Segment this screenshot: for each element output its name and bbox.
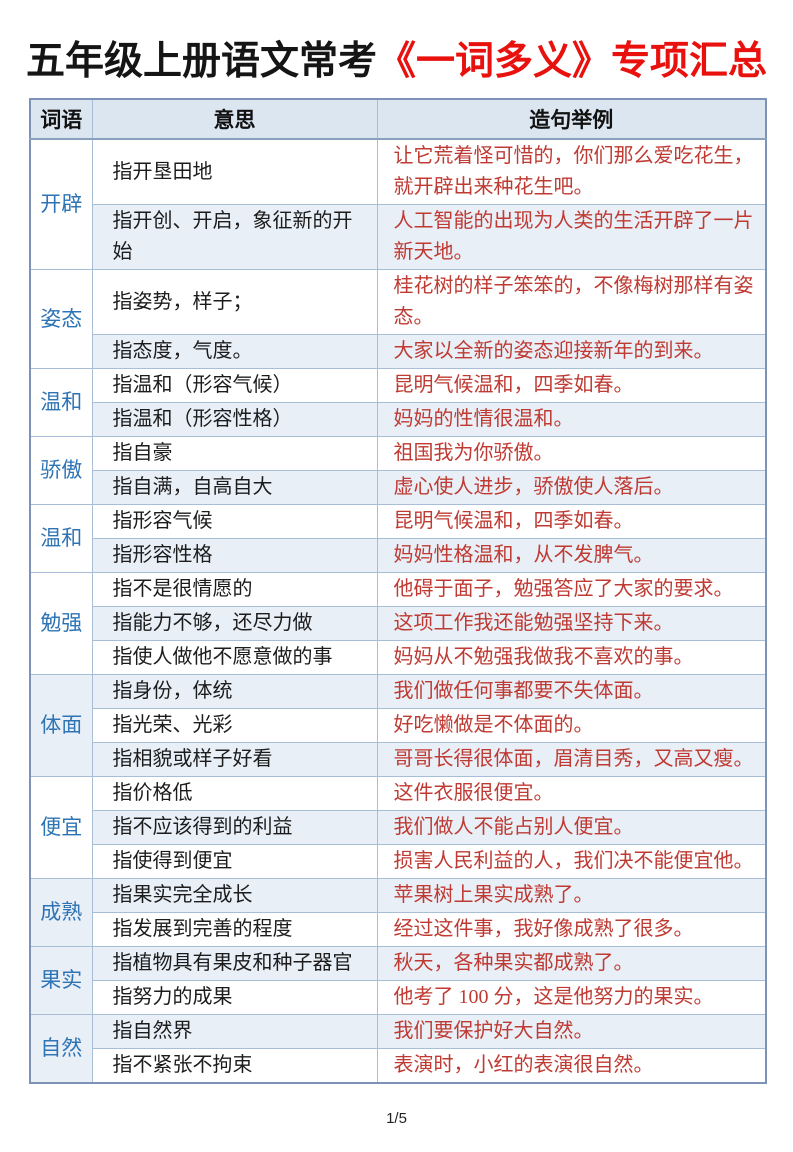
table-row: 指开创、开启，象征新的开始 人工智能的出现为人类的生活开辟了一片新天地。 (30, 204, 767, 270)
example-cell: 昆明气候温和，四季如春。 (376, 368, 767, 403)
page-title: 五年级上册语文常考《一词多义》专项汇总 (10, 30, 783, 86)
meaning-cell: 指开创、开启，象征新的开始 (91, 204, 378, 270)
polysemy-table: 词语 意思 造句举例 开辟 指开垦田地 让它荒着怪可惜的，你们那么爱吃花生，就开辟出… (29, 98, 767, 1084)
header-word: 词语 (29, 98, 93, 140)
example-cell: 人工智能的出现为人类的生活开辟了一片新天地。 (376, 204, 767, 270)
table-row: 勉强 指不是很情愿的 他碍于面子，勉强答应了大家的要求。 (29, 572, 767, 675)
meaning-cell: 指自豪 (91, 436, 378, 471)
table-row: 温和 指温和（形容气候） 昆明气候温和，四季如春。 (29, 368, 767, 437)
meaning-cell: 指姿势，样子； (91, 269, 378, 335)
meaning-cell: 指不是很情愿的 (91, 572, 378, 607)
word-cell: 温和 (29, 368, 93, 437)
meaning-cell: 指使得到便宜 (91, 844, 378, 879)
header-example: 造句举例 (376, 98, 767, 140)
table-row: 自然 指自然界 我们要保护好大自然。 (29, 1014, 767, 1084)
meaning-cell: 指能力不够，还尽力做 (91, 606, 378, 641)
example-cell: 妈妈的性情很温和。 (376, 402, 767, 437)
table-row: 成熟 指果实完全成长 苹果树上果实成熟了。 (29, 878, 767, 947)
meaning-cell: 指自然界 (91, 1014, 378, 1049)
word-cell: 勉强 (29, 572, 93, 675)
example-cell: 祖国我为你骄傲。 (376, 436, 767, 471)
table-row: 果实 指植物具有果皮和种子器官 秋天，各种果实都成熟了。 (29, 946, 767, 1015)
meaning-cell: 指价格低 (91, 776, 378, 811)
table-row: 体面 指身份，体统 我们做任何事都要不失体面。 (29, 674, 767, 777)
table-row: 姿态 指姿势，样子； 桂花树的样子笨笨的，不像梅树那样有姿态。 (29, 269, 767, 369)
meaning-cell: 指植物具有果皮和种子器官 (91, 946, 378, 981)
example-cell: 虚心使人进步，骄傲使人落后。 (376, 470, 767, 505)
meaning-cell: 指光荣、光彩 (91, 708, 378, 743)
meaning-cell: 指自满，自高自大 (91, 470, 378, 505)
meaning-cell: 指不紧张不拘束 (91, 1048, 378, 1084)
table-row: 指自满，自高自大 虚心使人进步，骄傲使人落后。 (30, 470, 767, 505)
meaning-cell: 指不应该得到的利益 (91, 810, 378, 845)
meaning-cell: 指态度，气度。 (91, 334, 378, 369)
meaning-cell: 指相貌或样子好看 (91, 742, 378, 777)
table-row: 便宜 指价格低 这件衣服很便宜。 (29, 776, 767, 879)
table-row: 指努力的成果 他考了 100 分，这是他努力的果实。 (30, 980, 767, 1015)
example-cell: 桂花树的样子笨笨的，不像梅树那样有姿态。 (376, 269, 767, 335)
meaning-cell: 指形容性格 (91, 538, 378, 573)
table-row: 骄傲 指自豪 祖国我为你骄傲。 (29, 436, 767, 505)
word-cell: 姿态 (29, 269, 93, 369)
table-row: 指相貌或样子好看 哥哥长得很体面，眉清目秀，又高又瘦。 (30, 742, 767, 777)
example-cell: 妈妈性格温和，从不发脾气。 (376, 538, 767, 573)
table-row: 开辟 指开垦田地 让它荒着怪可惜的，你们那么爱吃花生，就开辟出来种花生吧。 (29, 138, 767, 270)
word-cell: 开辟 (29, 138, 93, 270)
example-cell: 我们做任何事都要不失体面。 (376, 674, 767, 709)
example-cell: 让它荒着怪可惜的，你们那么爱吃花生，就开辟出来种花生吧。 (376, 138, 767, 205)
meaning-cell: 指温和（形容性格） (91, 402, 378, 437)
example-cell: 苹果树上果实成熟了。 (376, 878, 767, 913)
example-cell: 他考了 100 分，这是他努力的果实。 (376, 980, 767, 1015)
table-row: 指不应该得到的利益 我们做人不能占别人便宜。 (30, 810, 767, 845)
meaning-cell: 指发展到完善的程度 (91, 912, 378, 947)
header-row: 词语 意思 造句举例 (29, 98, 767, 140)
meaning-cell: 指果实完全成长 (91, 878, 378, 913)
table-row: 指发展到完善的程度 经过这件事，我好像成熟了很多。 (30, 912, 767, 947)
word-cell: 骄傲 (29, 436, 93, 505)
table-body: 开辟 指开垦田地 让它荒着怪可惜的，你们那么爱吃花生，就开辟出来种花生吧。 指开创、开… (29, 138, 767, 1084)
table-row: 指态度，气度。 大家以全新的姿态迎接新年的到来。 (30, 334, 767, 369)
example-cell: 大家以全新的姿态迎接新年的到来。 (376, 334, 767, 369)
table-row: 指不紧张不拘束 表演时，小红的表演很自然。 (30, 1048, 767, 1084)
table-row: 温和 指形容气候 昆明气候温和，四季如春。 (29, 504, 767, 573)
page-title-red-part: 《一词多义》专项汇总 (377, 40, 768, 83)
word-cell: 温和 (29, 504, 93, 573)
word-cell: 成熟 (29, 878, 93, 947)
example-cell: 好吃懒做是不体面的。 (376, 708, 767, 743)
example-cell: 秋天，各种果实都成熟了。 (376, 946, 767, 981)
example-cell: 表演时，小红的表演很自然。 (376, 1048, 767, 1084)
page-number: 1/5 (386, 1110, 407, 1127)
table-row: 指能力不够，还尽力做 这项工作我还能勉强坚持下来。 (30, 606, 767, 641)
word-cell: 果实 (29, 946, 93, 1015)
example-cell: 妈妈从不勉强我做我不喜欢的事。 (376, 640, 767, 675)
meaning-cell: 指温和（形容气候） (91, 368, 378, 403)
meaning-cell: 指努力的成果 (91, 980, 378, 1015)
table-row: 指温和（形容性格） 妈妈的性情很温和。 (30, 402, 767, 437)
table-row: 指光荣、光彩 好吃懒做是不体面的。 (30, 708, 767, 743)
table-row: 指形容性格 妈妈性格温和，从不发脾气。 (30, 538, 767, 573)
table-row: 指使人做他不愿意做的事 妈妈从不勉强我做我不喜欢的事。 (30, 640, 767, 675)
example-cell: 哥哥长得很体面，眉清目秀，又高又瘦。 (376, 742, 767, 777)
example-cell: 昆明气候温和，四季如春。 (376, 504, 767, 539)
example-cell: 这项工作我还能勉强坚持下来。 (376, 606, 767, 641)
word-cell: 体面 (29, 674, 93, 777)
header-meaning: 意思 (91, 98, 378, 140)
example-cell: 这件衣服很便宜。 (376, 776, 767, 811)
meaning-cell: 指开垦田地 (91, 138, 378, 205)
word-cell: 便宜 (29, 776, 93, 879)
example-cell: 经过这件事，我好像成熟了很多。 (376, 912, 767, 947)
table-row: 指使得到便宜 损害人民利益的人，我们决不能便宜他。 (30, 844, 767, 879)
example-cell: 他碍于面子，勉强答应了大家的要求。 (376, 572, 767, 607)
example-cell: 我们做人不能占别人便宜。 (376, 810, 767, 845)
meaning-cell: 指身份，体统 (91, 674, 378, 709)
example-cell: 我们要保护好大自然。 (376, 1014, 767, 1049)
word-cell: 自然 (29, 1014, 93, 1084)
meaning-cell: 指形容气候 (91, 504, 378, 539)
meaning-cell: 指使人做他不愿意做的事 (91, 640, 378, 675)
page-title-black-part: 五年级上册语文常考 (25, 40, 377, 83)
table-header: 词语 意思 造句举例 (29, 98, 767, 140)
example-cell: 损害人民利益的人，我们决不能便宜他。 (376, 844, 767, 879)
